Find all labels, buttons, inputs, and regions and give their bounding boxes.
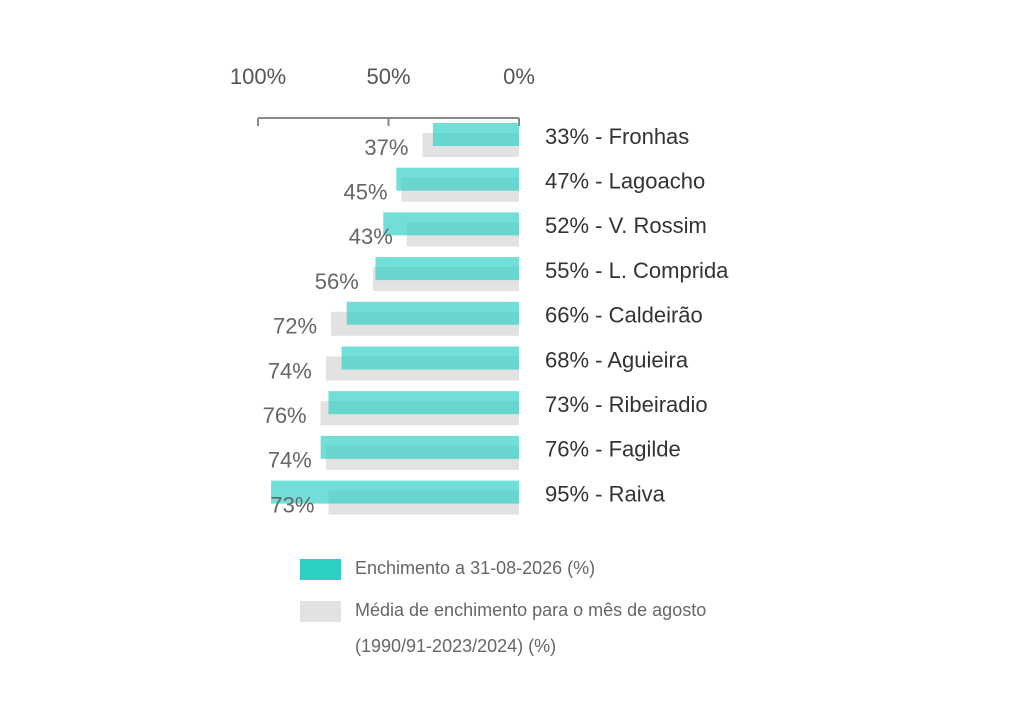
value-label: 74% [268,448,312,473]
legend-item: Enchimento a 31-08-2026 (%) [300,556,760,586]
category-label: 76% - Fagilde [545,437,681,462]
legend: Enchimento a 31-08-2026 (%) Média de ench… [300,556,760,676]
legend-label: Enchimento a 31-08-2026 (%) [355,558,596,578]
value-label: 37% [364,135,408,160]
x-tick-label: 100% [230,64,286,89]
category-label: 47% - Lagoacho [545,169,705,194]
legend-swatch [300,601,341,622]
legend-swatch [300,559,341,580]
category-label: 95% - Raiva [545,481,666,506]
bar [432,123,519,146]
chart: 100% 50% 0% 37% 33% - Fronhas 45% 47% - Lagoac… [230,64,729,518]
bar [383,212,519,236]
value-label: 72% [273,314,317,339]
bar [328,391,519,415]
category-label: 33% - Fronhas [545,124,689,149]
category-label: 52% - V. Rossim [545,213,707,238]
x-tick-label: 0% [503,64,535,89]
value-label: 73% [270,492,314,517]
category-label: 66% - Caldeirão [545,303,703,328]
legend-label: Média de enchimento para o mês de agosto… [355,600,707,656]
bar [375,257,519,281]
x-tick-label: 50% [366,64,410,89]
legend-item: Média de enchimento para o mês de agosto… [300,598,760,664]
category-label: 55% - L. Comprida [545,258,729,283]
value-label: 43% [349,224,393,249]
value-label: 56% [315,269,359,294]
value-label: 45% [344,180,388,205]
bar [341,346,519,370]
bar [320,435,519,459]
bar [346,301,519,325]
category-label: 73% - Ribeiradio [545,392,708,417]
value-label: 76% [263,403,307,428]
category-label: 68% - Aguieira [545,347,689,372]
bar [396,167,519,191]
bar [271,480,519,504]
value-label: 74% [268,358,312,383]
